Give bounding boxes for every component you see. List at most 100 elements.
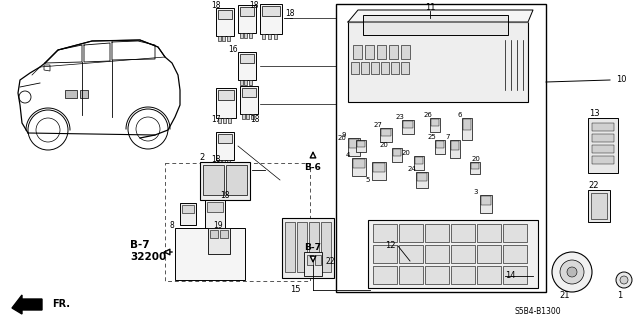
Bar [240, 33, 243, 38]
Bar [373, 163, 385, 172]
Bar [207, 202, 223, 212]
Text: 20: 20 [337, 135, 346, 141]
Bar [321, 222, 331, 272]
Bar [393, 149, 401, 156]
Text: 16: 16 [228, 44, 238, 54]
Bar [380, 128, 392, 142]
Bar [80, 90, 88, 98]
Bar [373, 266, 397, 284]
Text: 12: 12 [385, 241, 396, 250]
Text: 1: 1 [618, 292, 623, 300]
Text: 2: 2 [200, 153, 205, 162]
Bar [218, 36, 221, 41]
Text: 18: 18 [249, 1, 259, 10]
Text: 21: 21 [560, 292, 570, 300]
Bar [503, 266, 527, 284]
Bar [222, 36, 225, 41]
Bar [401, 62, 409, 74]
Polygon shape [12, 295, 42, 314]
Bar [399, 245, 423, 263]
Bar [351, 62, 359, 74]
Text: 20: 20 [472, 156, 481, 162]
Bar [246, 114, 249, 119]
Bar [480, 195, 492, 213]
Bar [220, 230, 228, 238]
Text: 6: 6 [458, 112, 462, 118]
Bar [262, 34, 265, 39]
Text: 5: 5 [366, 177, 370, 183]
Bar [244, 80, 247, 85]
Bar [356, 140, 366, 152]
Bar [175, 228, 245, 280]
Bar [481, 196, 491, 205]
Bar [285, 222, 295, 272]
Bar [592, 156, 614, 164]
Bar [415, 157, 423, 164]
Text: 23: 23 [396, 114, 404, 120]
Bar [226, 165, 247, 195]
Circle shape [620, 276, 628, 284]
Bar [373, 245, 397, 263]
Bar [462, 118, 472, 140]
Text: 26: 26 [424, 112, 433, 118]
Text: 25: 25 [428, 134, 436, 140]
Bar [223, 118, 226, 123]
Bar [373, 224, 397, 242]
Bar [242, 114, 245, 119]
Bar [402, 120, 414, 134]
Polygon shape [348, 10, 533, 22]
Bar [451, 141, 459, 150]
Text: B-7: B-7 [305, 243, 321, 253]
Bar [205, 200, 225, 228]
Bar [180, 203, 196, 225]
Bar [262, 6, 280, 16]
Bar [436, 141, 444, 148]
Bar [451, 224, 475, 242]
Text: 18: 18 [220, 191, 230, 201]
Bar [238, 52, 256, 80]
Text: 17: 17 [211, 115, 221, 124]
Text: 18: 18 [211, 1, 221, 10]
Circle shape [552, 252, 592, 292]
Bar [591, 193, 607, 219]
Bar [417, 173, 427, 181]
Bar [477, 245, 501, 263]
Bar [336, 4, 546, 292]
Bar [372, 162, 386, 180]
Bar [240, 54, 254, 63]
Bar [431, 119, 439, 126]
Bar [348, 22, 528, 102]
Text: 8: 8 [169, 220, 174, 229]
Bar [399, 266, 423, 284]
Bar [503, 224, 527, 242]
Bar [361, 62, 369, 74]
Bar [365, 45, 374, 59]
Circle shape [616, 272, 632, 288]
Bar [228, 118, 231, 123]
Bar [216, 132, 234, 160]
Bar [451, 266, 475, 284]
Bar [401, 45, 410, 59]
Bar [371, 62, 379, 74]
Bar [588, 118, 618, 173]
Bar [391, 62, 399, 74]
Bar [238, 5, 256, 33]
Bar [363, 15, 508, 35]
Bar [389, 45, 398, 59]
Bar [477, 224, 501, 242]
Bar [357, 141, 365, 147]
Bar [592, 134, 614, 142]
Bar [227, 36, 230, 41]
Bar [274, 34, 277, 39]
Bar [352, 158, 366, 176]
Text: 11: 11 [425, 4, 435, 12]
Text: 20: 20 [401, 150, 410, 156]
Text: FR.: FR. [52, 299, 70, 309]
Bar [282, 218, 334, 278]
Text: 7: 7 [445, 134, 451, 140]
Bar [381, 62, 389, 74]
Bar [435, 140, 445, 154]
Bar [463, 119, 471, 130]
Bar [349, 139, 359, 148]
Bar [399, 224, 423, 242]
